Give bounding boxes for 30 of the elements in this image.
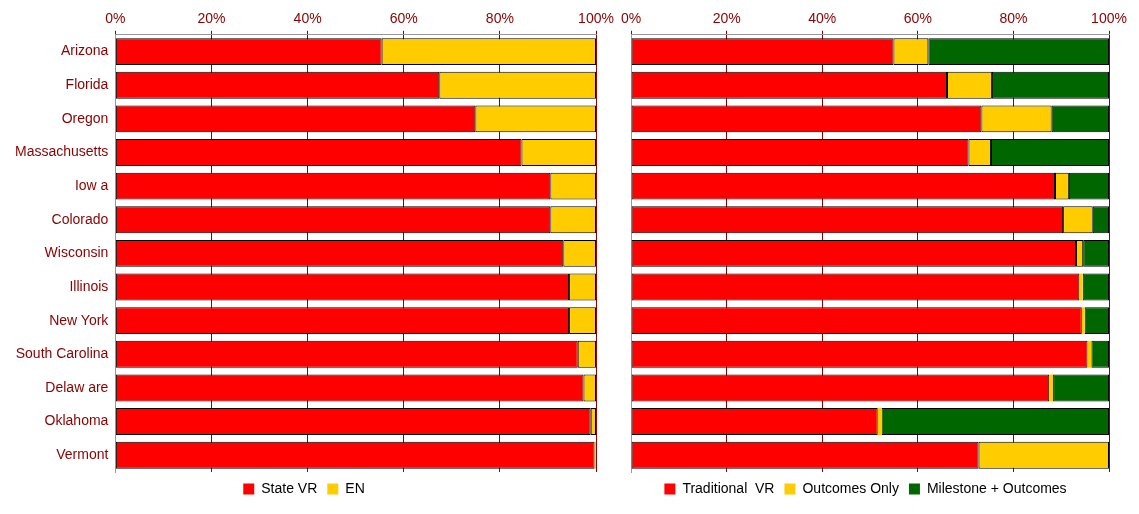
y-tick-label: Florida	[65, 76, 109, 93]
x-tick-label: 20%	[197, 10, 226, 27]
legend-label: Traditional VR	[682, 479, 775, 496]
legend-label: EN	[345, 479, 365, 496]
x-tick-label: 80%	[999, 10, 1028, 27]
x-tick-label: 40%	[293, 10, 322, 27]
y-tick-label: Illinois	[69, 277, 109, 294]
y-tick-label: Colorado	[51, 210, 109, 227]
y-tick-label: Oregon	[61, 109, 109, 126]
y-tick-label: New York	[49, 311, 110, 328]
x-tick-label: 0%	[621, 10, 642, 27]
legend-label: Milestone + Outcomes	[926, 479, 1067, 496]
x-tick-label: 80%	[485, 10, 514, 27]
x-tick-label: 0%	[105, 10, 126, 27]
legend-label: State VR	[261, 479, 318, 496]
y-tick-label: Massachusetts	[15, 143, 109, 160]
y-tick-label: Wisconsin	[44, 244, 109, 261]
x-tick-label: 60%	[903, 10, 932, 27]
y-tick-label: South Carolina	[15, 345, 109, 362]
y-tick-label: Iow a	[74, 177, 109, 193]
x-tick-label: 60%	[389, 10, 418, 27]
y-tick-label: Arizona	[60, 42, 109, 59]
y-tick-label: Delaw are	[45, 378, 109, 395]
x-tick-label: 100%	[578, 10, 614, 27]
x-tick-label: 20%	[712, 10, 741, 27]
legend-label: Outcomes Only	[802, 479, 899, 496]
y-tick-label: Vermont	[56, 446, 109, 463]
x-tick-label: 40%	[808, 10, 837, 27]
y-tick-label: Oklahoma	[44, 412, 109, 429]
x-tick-label: 100%	[1091, 10, 1127, 27]
